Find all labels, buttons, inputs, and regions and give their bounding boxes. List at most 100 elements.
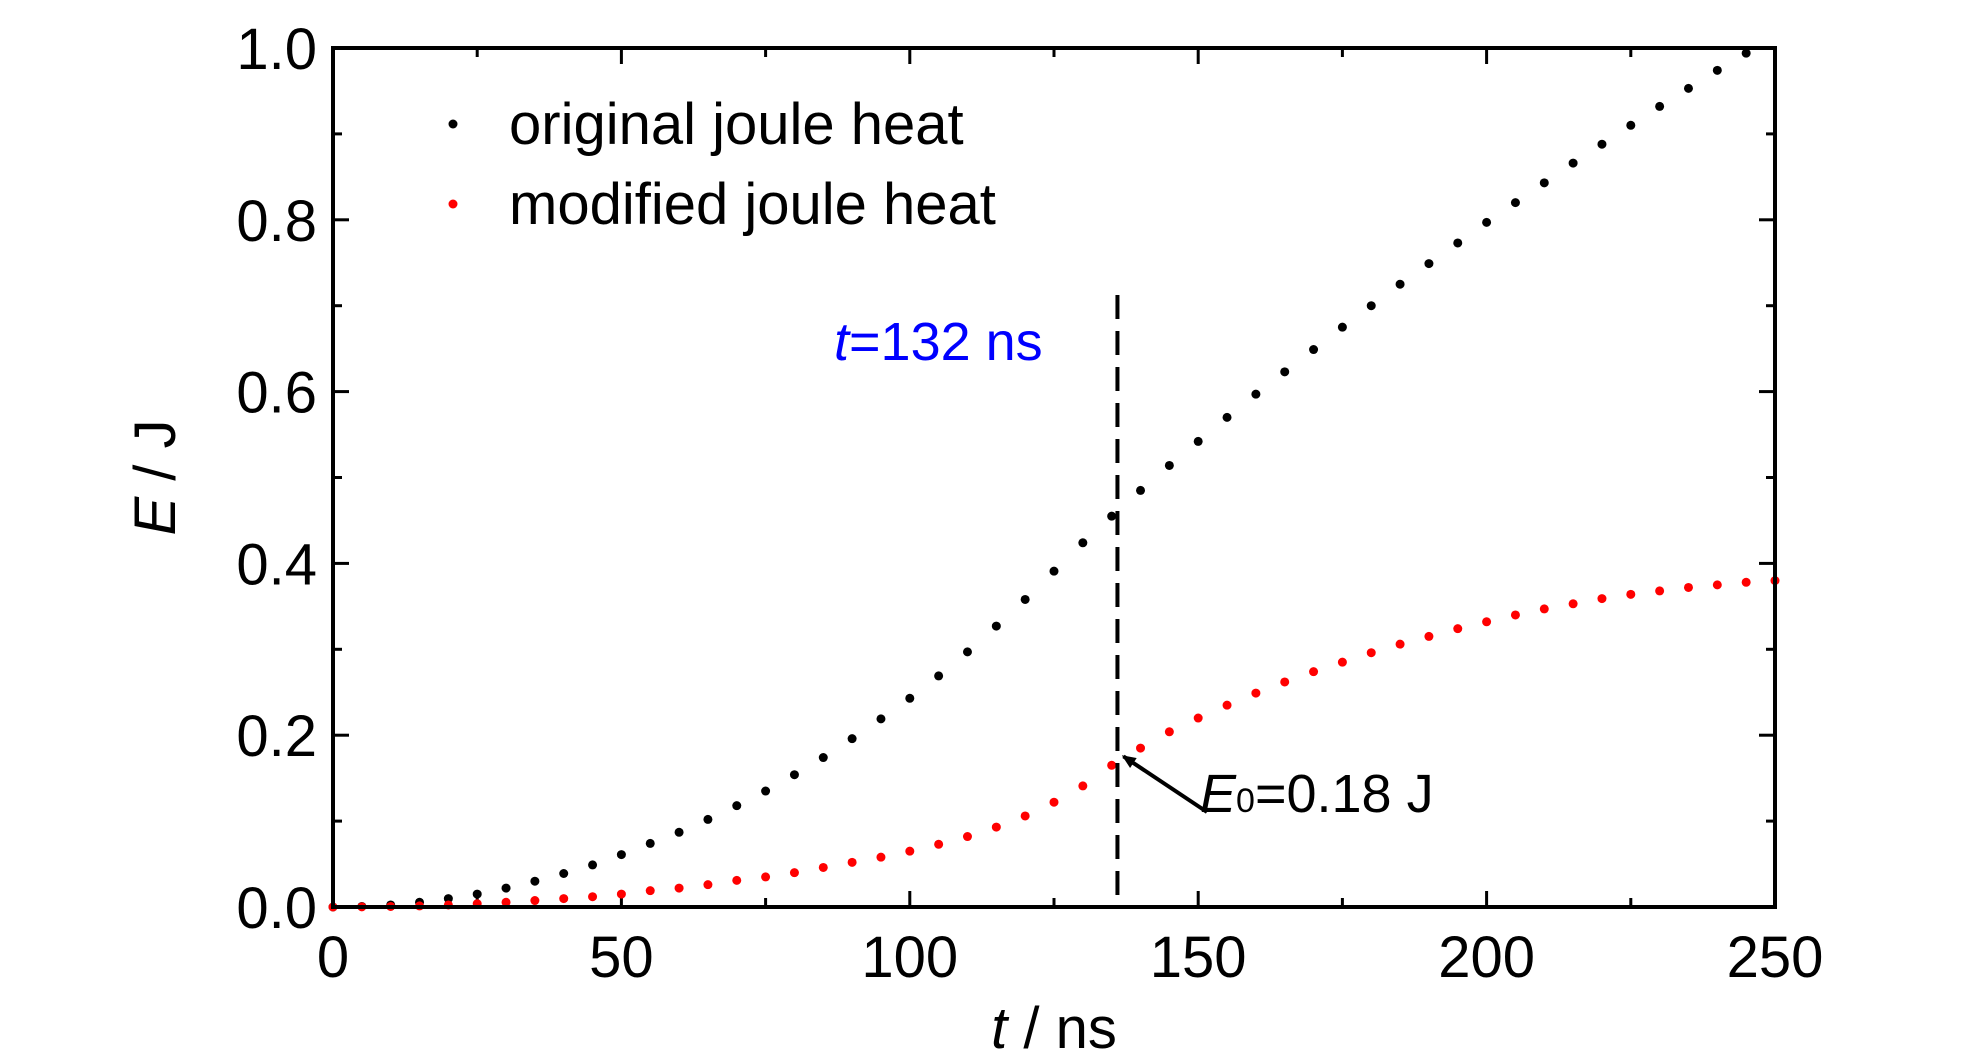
data-point (1164, 460, 1174, 470)
data-point (674, 827, 684, 837)
x-tick-labels: 0 50 100 150 200 250 (317, 925, 1824, 990)
data-point (1424, 631, 1434, 641)
y-tick-label: 1.0 (236, 17, 317, 82)
y-tick-label: 0.2 (236, 704, 317, 769)
data-point (1626, 589, 1636, 599)
data-point (905, 693, 915, 703)
data-point (1539, 178, 1549, 188)
energy-arrow (1121, 754, 1209, 814)
data-point (1309, 667, 1319, 677)
data-point (1395, 279, 1405, 289)
data-points (328, 48, 1780, 912)
data-point (472, 889, 482, 899)
data-point (1136, 743, 1146, 753)
legend-label-modified: modified joule heat (509, 172, 996, 237)
data-point (1251, 389, 1261, 399)
data-point (1539, 604, 1549, 614)
data-point (905, 846, 915, 856)
x-tick-label: 100 (861, 925, 958, 990)
data-point (674, 883, 684, 893)
data-point (530, 876, 540, 886)
time-annotation-text: =132 ns (849, 312, 1043, 372)
data-point (616, 889, 626, 899)
data-point (991, 621, 1001, 631)
y-tick-label: 0.0 (236, 876, 317, 941)
y-axis-var: E (123, 496, 188, 536)
energy-annotation-text: =0.18 J (1255, 764, 1434, 824)
x-axis-var: t (991, 996, 1010, 1061)
x-axis-title: t / ns (991, 996, 1117, 1061)
y-tick-label: 0.6 (236, 361, 317, 426)
time-annotation: t=132 ns (834, 312, 1043, 372)
data-point (1712, 580, 1722, 590)
data-point (1078, 538, 1088, 548)
data-point (1741, 577, 1751, 587)
data-point (1626, 120, 1636, 130)
data-point (761, 872, 771, 882)
data-point (732, 801, 742, 811)
data-point (1683, 582, 1693, 592)
data-point (1193, 436, 1203, 446)
data-point (1453, 238, 1463, 248)
data-point (588, 892, 598, 902)
data-point (934, 839, 944, 849)
data-point (1164, 727, 1174, 737)
data-point (645, 838, 655, 848)
data-point (789, 770, 799, 780)
data-point (1482, 617, 1492, 627)
data-point (1510, 610, 1520, 620)
data-point (1251, 688, 1261, 698)
data-point (645, 886, 655, 896)
legend-marker-modified (448, 199, 458, 209)
data-point (1568, 599, 1578, 609)
data-point (501, 883, 511, 893)
data-point (1510, 198, 1520, 208)
data-point (1136, 485, 1146, 495)
data-point (1395, 639, 1405, 649)
data-point (559, 868, 569, 878)
data-point (847, 734, 857, 744)
legend: original joule heat modified joule heat (448, 92, 996, 237)
data-point (1482, 217, 1492, 227)
data-point (616, 850, 626, 860)
energy-annotation: E0=0.18 J (1200, 764, 1434, 824)
data-point (818, 862, 828, 872)
data-point (761, 786, 771, 796)
data-point (1366, 301, 1376, 311)
plot-frame (331, 46, 1777, 909)
legend-label-original: original joule heat (509, 92, 964, 157)
data-point (732, 875, 742, 885)
data-point (934, 671, 944, 681)
data-point (1280, 677, 1290, 687)
data-point (1049, 797, 1059, 807)
data-point (1712, 65, 1722, 75)
data-point (1597, 594, 1607, 604)
data-point (1597, 139, 1607, 149)
data-point (1337, 657, 1347, 667)
y-tick-label: 0.4 (236, 532, 317, 597)
x-tick-label: 0 (317, 925, 349, 990)
x-tick-label: 200 (1438, 925, 1535, 990)
data-point (1366, 648, 1376, 658)
data-point (1683, 83, 1693, 93)
data-point (1107, 511, 1117, 521)
data-point (991, 822, 1001, 832)
x-tick-label: 50 (589, 925, 654, 990)
data-point (962, 647, 972, 657)
x-tick-label: 250 (1727, 925, 1824, 990)
y-tick-label: 0.8 (236, 189, 317, 254)
data-point (1424, 259, 1434, 269)
data-point (703, 814, 713, 824)
energy-annotation-sub: 0 (1236, 782, 1255, 820)
data-point (1280, 367, 1290, 377)
time-annotation-var: t (834, 312, 851, 372)
data-point (1020, 594, 1030, 604)
data-point (559, 894, 569, 904)
data-point (703, 880, 713, 890)
data-point (1453, 624, 1463, 634)
data-point (1655, 101, 1665, 111)
energy-annotation-var: E (1200, 764, 1237, 824)
data-point (847, 857, 857, 867)
legend-marker-original (448, 119, 458, 129)
